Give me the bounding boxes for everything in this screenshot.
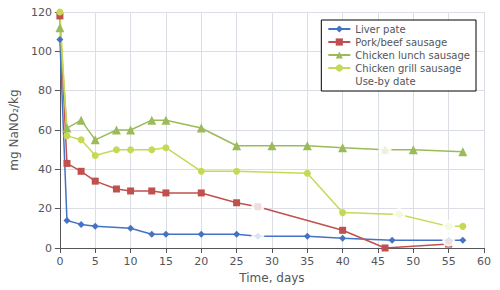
svg-text:30: 30 [265, 255, 279, 268]
svg-text:40: 40 [336, 255, 350, 268]
svg-text:15: 15 [159, 255, 173, 268]
svg-text:Chicken lunch sausage: Chicken lunch sausage [355, 50, 470, 61]
svg-text:60: 60 [477, 255, 491, 268]
svg-text:Use-by date: Use-by date [355, 76, 415, 87]
svg-text:20: 20 [194, 255, 208, 268]
svg-text:60: 60 [38, 124, 52, 137]
svg-text:0: 0 [56, 255, 63, 268]
svg-text:mg NaNO₂/kg: mg NaNO₂/kg [7, 89, 21, 170]
svg-text:45: 45 [371, 255, 385, 268]
svg-text:Pork/beef sausage: Pork/beef sausage [355, 37, 447, 48]
svg-text:40: 40 [38, 163, 52, 176]
svg-text:55: 55 [442, 255, 456, 268]
svg-text:20: 20 [38, 202, 52, 215]
svg-text:Chicken grill sausage: Chicken grill sausage [355, 63, 461, 74]
svg-text:120: 120 [31, 6, 52, 19]
svg-text:35: 35 [300, 255, 314, 268]
svg-text:Time, days: Time, days [238, 271, 304, 285]
svg-text:25: 25 [230, 255, 244, 268]
svg-text:Liver pate: Liver pate [355, 24, 405, 35]
svg-text:10: 10 [124, 255, 138, 268]
svg-text:50: 50 [406, 255, 420, 268]
svg-text:5: 5 [92, 255, 99, 268]
svg-text:0: 0 [45, 242, 52, 255]
svg-text:80: 80 [38, 84, 52, 97]
svg-text:100: 100 [31, 45, 52, 58]
